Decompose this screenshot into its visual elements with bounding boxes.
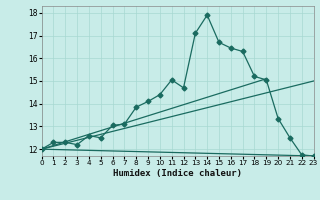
X-axis label: Humidex (Indice chaleur): Humidex (Indice chaleur) (113, 169, 242, 178)
